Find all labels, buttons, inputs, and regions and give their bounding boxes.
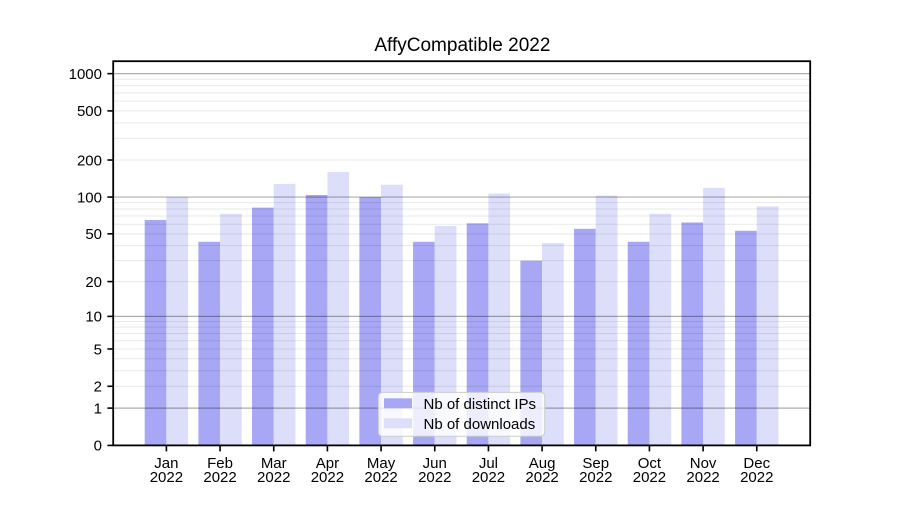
svg-text:2022: 2022 bbox=[418, 469, 451, 486]
svg-text:500: 500 bbox=[77, 103, 102, 120]
svg-text:Nb of distinct IPs: Nb of distinct IPs bbox=[424, 396, 537, 413]
svg-text:2022: 2022 bbox=[633, 469, 666, 486]
svg-text:Apr: Apr bbox=[316, 455, 339, 472]
svg-text:Feb: Feb bbox=[207, 455, 233, 472]
svg-text:2022: 2022 bbox=[686, 469, 719, 486]
svg-text:Dec: Dec bbox=[743, 455, 770, 472]
svg-text:2022: 2022 bbox=[203, 469, 236, 486]
svg-text:Aug: Aug bbox=[529, 455, 556, 472]
svg-text:Jun: Jun bbox=[423, 455, 447, 472]
svg-text:2022: 2022 bbox=[257, 469, 290, 486]
svg-text:Oct: Oct bbox=[638, 455, 662, 472]
svg-text:Jan: Jan bbox=[154, 455, 178, 472]
svg-text:Nov: Nov bbox=[690, 455, 717, 472]
svg-text:AffyCompatible 2022: AffyCompatible 2022 bbox=[374, 35, 550, 56]
svg-text:5: 5 bbox=[94, 341, 102, 358]
svg-text:50: 50 bbox=[85, 226, 102, 243]
svg-text:2022: 2022 bbox=[525, 469, 558, 486]
svg-text:200: 200 bbox=[77, 152, 102, 169]
svg-text:1000: 1000 bbox=[69, 66, 102, 83]
svg-text:100: 100 bbox=[77, 189, 102, 206]
svg-text:0: 0 bbox=[94, 438, 102, 455]
svg-text:2: 2 bbox=[94, 379, 102, 396]
svg-text:1: 1 bbox=[94, 400, 102, 417]
svg-text:Sep: Sep bbox=[582, 455, 609, 472]
svg-text:Mar: Mar bbox=[261, 455, 287, 472]
svg-text:10: 10 bbox=[85, 309, 102, 326]
svg-text:2022: 2022 bbox=[472, 469, 505, 486]
svg-text:2022: 2022 bbox=[579, 469, 612, 486]
svg-text:May: May bbox=[367, 455, 396, 472]
svg-text:2022: 2022 bbox=[150, 469, 183, 486]
svg-text:20: 20 bbox=[85, 274, 102, 291]
svg-text:2022: 2022 bbox=[364, 469, 397, 486]
svg-text:2022: 2022 bbox=[311, 469, 344, 486]
svg-text:Jul: Jul bbox=[479, 455, 498, 472]
svg-text:Nb of downloads: Nb of downloads bbox=[424, 416, 536, 433]
svg-text:2022: 2022 bbox=[740, 469, 773, 486]
